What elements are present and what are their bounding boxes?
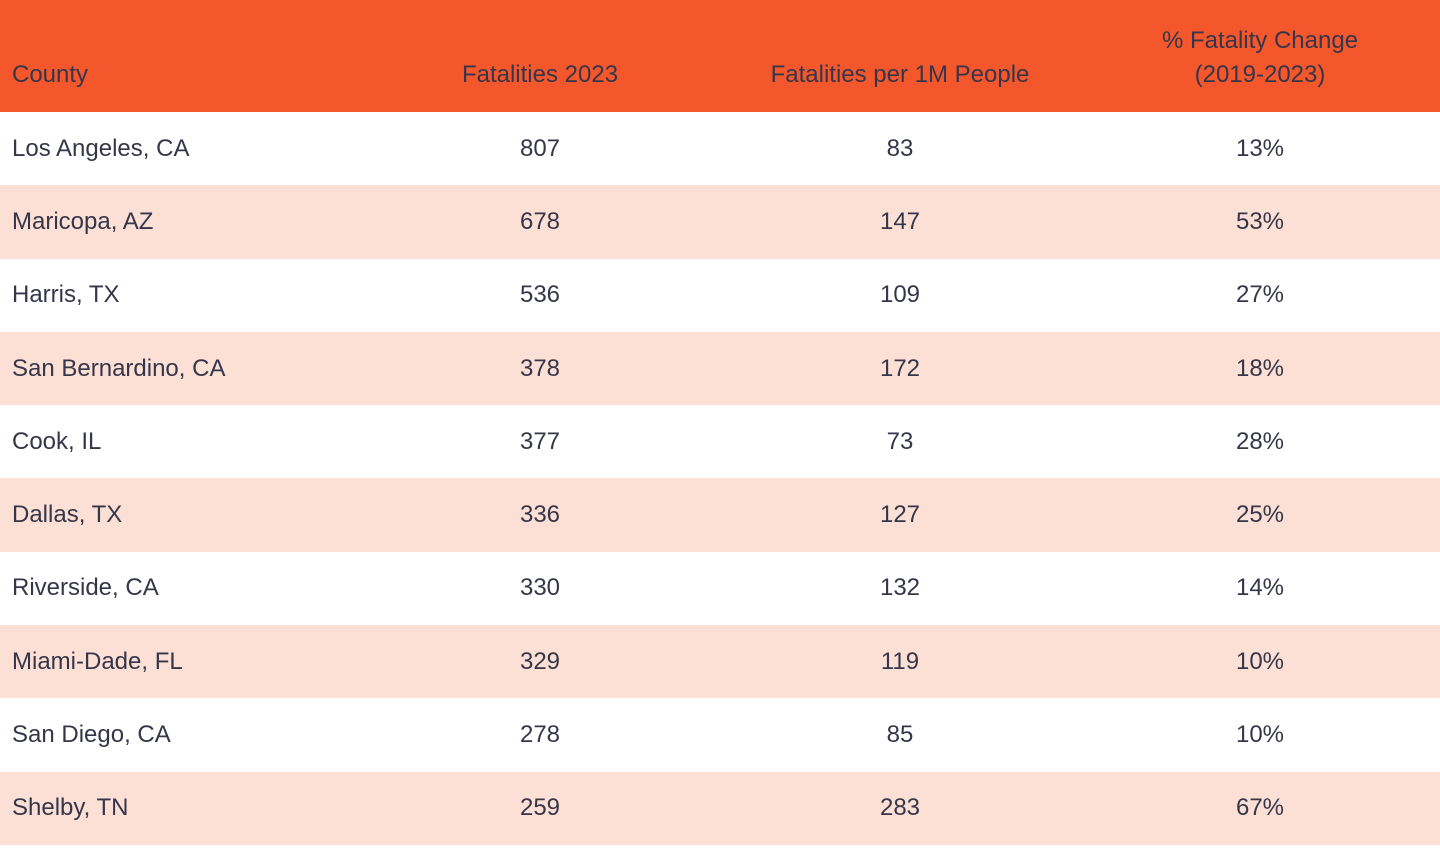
table-row: Los Angeles, CA 807 83 13%: [0, 112, 1440, 186]
col-header-pct-fatality-change-line2: (2019-2023): [1194, 61, 1326, 88]
fatalities-2023-cell: 259: [519, 794, 561, 822]
pct-change-cell: 10%: [1235, 721, 1285, 749]
county-cell: Los Angeles, CA: [12, 134, 190, 162]
col-header-pct-fatality-change-line1: % Fatality Change: [1161, 27, 1359, 54]
pct-change-cell: 67%: [1235, 794, 1285, 822]
per-1m-cell: 283: [879, 794, 921, 822]
col-header-county: County: [0, 0, 360, 112]
col-header-pct-fatality-change: % Fatality Change (2019-2023): [1080, 0, 1440, 112]
county-cell: Shelby, TN: [12, 794, 129, 822]
table-body: Los Angeles, CA 807 83 13% Maricopa, AZ …: [0, 112, 1440, 845]
pct-change-cell: 10%: [1235, 647, 1285, 675]
fatalities-2023-cell: 807: [519, 134, 561, 162]
county-cell: San Bernardino, CA: [12, 354, 226, 382]
fatalities-2023-cell: 329: [519, 647, 561, 675]
table-row: Maricopa, AZ 678 147 53%: [0, 185, 1440, 259]
per-1m-cell: 83: [886, 134, 914, 162]
col-header-fatalities-2023-label: Fatalities 2023: [461, 61, 619, 88]
fatalities-2023-cell: 678: [519, 207, 561, 235]
table-row: Harris, TX 536 109 27%: [0, 258, 1440, 332]
per-1m-cell: 85: [886, 721, 914, 749]
county-cell: Riverside, CA: [12, 574, 159, 602]
fatalities-2023-cell: 536: [519, 281, 561, 309]
col-header-fatalities-per-1m-label: Fatalities per 1M People: [770, 61, 1030, 88]
table-row: Cook, IL 377 73 28%: [0, 405, 1440, 479]
fatalities-2023-cell: 378: [519, 354, 561, 382]
pct-change-cell: 25%: [1235, 501, 1285, 529]
table-header: County Fatalities 2023 Fatalities per 1M…: [0, 0, 1440, 112]
county-cell: Harris, TX: [12, 281, 120, 309]
county-cell: Miami-Dade, FL: [12, 647, 183, 675]
per-1m-cell: 132: [879, 574, 921, 602]
per-1m-cell: 172: [879, 354, 921, 382]
pct-change-cell: 14%: [1235, 574, 1285, 602]
per-1m-cell: 119: [880, 647, 920, 675]
fatalities-2023-cell: 336: [519, 501, 561, 529]
table-row: Riverside, CA 330 132 14%: [0, 551, 1440, 626]
county-cell: Maricopa, AZ: [12, 207, 154, 235]
table-row: San Bernardino, CA 378 172 18%: [0, 331, 1440, 406]
pct-change-cell: 53%: [1235, 207, 1285, 235]
col-header-fatalities-2023: Fatalities 2023: [360, 0, 720, 112]
col-header-county-label: County: [12, 61, 89, 88]
header-row: County Fatalities 2023 Fatalities per 1M…: [0, 0, 1440, 112]
per-1m-cell: 109: [879, 281, 921, 309]
pct-change-cell: 28%: [1235, 427, 1285, 455]
per-1m-cell: 73: [886, 427, 914, 455]
per-1m-cell: 127: [879, 501, 921, 529]
county-cell: Cook, IL: [12, 427, 102, 455]
per-1m-cell: 147: [879, 207, 921, 235]
col-header-fatalities-per-1m: Fatalities per 1M People: [720, 0, 1080, 112]
table-row: Shelby, TN 259 283 67%: [0, 771, 1440, 845]
county-cell: San Diego, CA: [12, 721, 171, 749]
fatalities-2023-cell: 278: [519, 721, 561, 749]
pct-change-cell: 13%: [1235, 134, 1285, 162]
fatalities-2023-cell: 330: [519, 574, 561, 602]
table-row: San Diego, CA 278 85 10%: [0, 698, 1440, 772]
pct-change-cell: 27%: [1235, 281, 1285, 309]
table-row: Miami-Dade, FL 329 119 10%: [0, 625, 1440, 699]
pct-change-cell: 18%: [1235, 354, 1285, 382]
county-cell: Dallas, TX: [12, 501, 123, 529]
table-row: Dallas, TX 336 127 25%: [0, 478, 1440, 552]
fatalities-2023-cell: 377: [519, 427, 561, 455]
